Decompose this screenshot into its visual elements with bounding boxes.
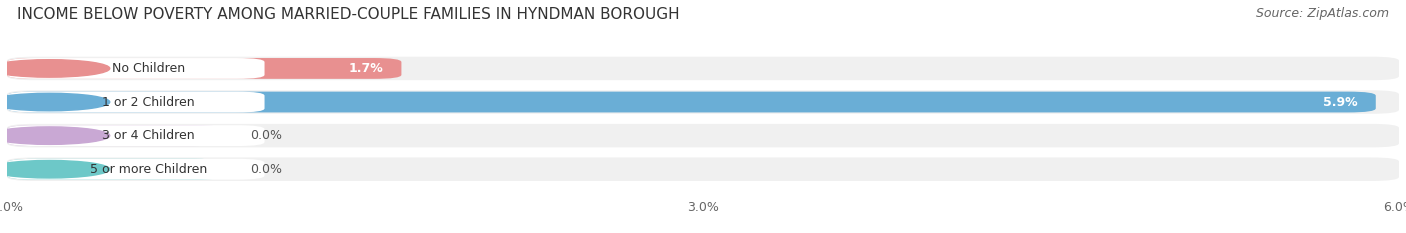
Text: 1.7%: 1.7% <box>349 62 382 75</box>
Text: 5.9%: 5.9% <box>1323 96 1357 109</box>
Text: 0.0%: 0.0% <box>250 129 283 142</box>
Text: 3 or 4 Children: 3 or 4 Children <box>103 129 195 142</box>
Text: 1 or 2 Children: 1 or 2 Children <box>103 96 195 109</box>
Circle shape <box>0 60 110 77</box>
FancyBboxPatch shape <box>7 124 1399 147</box>
FancyBboxPatch shape <box>7 58 264 79</box>
FancyBboxPatch shape <box>7 92 1376 113</box>
Circle shape <box>0 161 110 178</box>
FancyBboxPatch shape <box>7 125 264 146</box>
Text: 5 or more Children: 5 or more Children <box>90 163 207 176</box>
FancyBboxPatch shape <box>7 90 1399 114</box>
FancyBboxPatch shape <box>7 92 264 113</box>
Text: Source: ZipAtlas.com: Source: ZipAtlas.com <box>1256 7 1389 20</box>
FancyBboxPatch shape <box>7 58 402 79</box>
Circle shape <box>0 93 110 111</box>
Text: 0.0%: 0.0% <box>250 163 283 176</box>
FancyBboxPatch shape <box>7 125 222 146</box>
FancyBboxPatch shape <box>7 57 1399 80</box>
FancyBboxPatch shape <box>7 159 222 180</box>
FancyBboxPatch shape <box>7 159 264 180</box>
Circle shape <box>0 127 110 144</box>
Text: No Children: No Children <box>112 62 186 75</box>
Text: INCOME BELOW POVERTY AMONG MARRIED-COUPLE FAMILIES IN HYNDMAN BOROUGH: INCOME BELOW POVERTY AMONG MARRIED-COUPL… <box>17 7 679 22</box>
FancyBboxPatch shape <box>7 158 1399 181</box>
